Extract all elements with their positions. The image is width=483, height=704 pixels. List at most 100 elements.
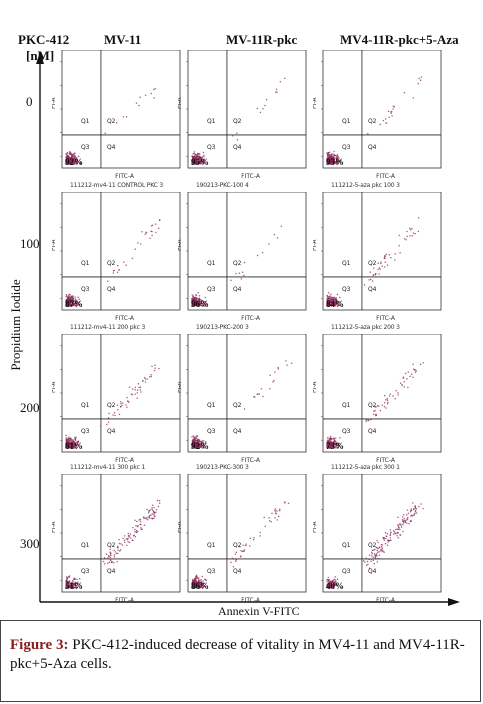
event-dot (144, 233, 146, 236)
event-dot (116, 271, 119, 273)
event-dot (383, 394, 386, 397)
event-dot (411, 515, 414, 517)
event-dot (236, 138, 239, 141)
event-dot (376, 539, 378, 542)
event-dot (135, 531, 138, 534)
event-dot (327, 440, 330, 443)
event-dot (128, 386, 131, 389)
event-dot (332, 162, 334, 164)
column-header-2: MV-11R-pkc (226, 32, 298, 47)
event-dot (154, 223, 157, 225)
event-dot (66, 587, 69, 589)
event-dot (334, 584, 336, 586)
event-dot (336, 584, 338, 586)
event-dot (326, 587, 329, 589)
event-dot (68, 439, 70, 442)
event-dot (414, 509, 417, 512)
event-dot (152, 511, 155, 513)
event-dot (272, 381, 274, 383)
event-dot (134, 528, 136, 531)
event-dot (406, 518, 409, 521)
event-dot (73, 160, 75, 163)
panel-frame (61, 334, 181, 453)
event-dot (334, 445, 337, 448)
event-dot (331, 443, 333, 445)
quadrant-label: Q2 (107, 118, 116, 125)
event-dot (141, 230, 143, 233)
event-dot (368, 554, 371, 556)
event-dot (326, 296, 329, 298)
event-dot (191, 303, 194, 306)
event-dot (391, 115, 393, 117)
event-dot (326, 439, 329, 442)
event-dot (243, 549, 246, 551)
event-dot (137, 530, 139, 533)
event-dot (70, 304, 73, 307)
figure-axes (36, 52, 460, 606)
event-dot (70, 582, 73, 584)
event-dot (379, 409, 382, 412)
event-dot (119, 400, 122, 403)
quadrant-label: Q4 (107, 428, 116, 435)
event-dot (192, 581, 195, 584)
event-dot (332, 443, 334, 446)
event-dot (194, 437, 197, 440)
event-dot (66, 580, 68, 583)
event-dot (333, 298, 336, 300)
event-dot (200, 158, 202, 161)
event-dot (155, 511, 157, 513)
event-dot (66, 158, 69, 160)
event-dot (127, 537, 129, 539)
quadrant-label: Q3 (81, 568, 90, 575)
event-dot (142, 379, 144, 382)
event-dot (402, 376, 405, 378)
panel-y-label: PI-A (52, 239, 57, 251)
event-dot (150, 373, 152, 376)
event-dot (156, 499, 159, 502)
event-dot (114, 551, 117, 553)
event-dot (71, 579, 74, 582)
event-dot (153, 514, 155, 516)
panel-frame (187, 334, 307, 453)
event-dot (330, 304, 333, 307)
quadrant-label: Q4 (233, 428, 242, 435)
event-dot (395, 532, 397, 534)
event-dot (69, 443, 72, 445)
event-dot (140, 526, 142, 529)
panel-y-label: PI-A (52, 381, 57, 393)
event-dot (203, 302, 206, 305)
event-dot (338, 445, 341, 447)
event-dot (192, 439, 194, 441)
event-dot (388, 116, 390, 118)
event-dot (195, 444, 198, 446)
panel-y-label: PI-A (313, 521, 318, 533)
viability-percentage: 95% (191, 157, 209, 167)
event-dot (262, 107, 264, 110)
event-dot (73, 304, 76, 307)
event-dot (384, 542, 387, 545)
event-dot (368, 567, 371, 569)
event-dot (74, 299, 77, 301)
event-dot (71, 162, 73, 165)
event-dot (73, 584, 76, 586)
event-dot (372, 559, 375, 562)
event-dot (265, 98, 268, 101)
event-dot (396, 534, 398, 537)
event-dot (380, 262, 382, 265)
event-dot (384, 254, 386, 257)
event-dot (415, 370, 418, 372)
quadrant-label: Q2 (368, 260, 377, 267)
event-dot (65, 444, 67, 447)
event-dot (269, 387, 271, 390)
event-dot (326, 583, 329, 586)
event-dot (70, 438, 72, 441)
event-dot (118, 269, 120, 271)
event-dot (253, 395, 255, 398)
event-dot (198, 444, 200, 447)
event-dot (339, 296, 341, 299)
event-dot (370, 560, 372, 562)
event-dot (146, 516, 148, 519)
event-dot (331, 160, 334, 162)
event-dot (409, 227, 411, 230)
panel-y-label: PI-A (178, 381, 183, 393)
